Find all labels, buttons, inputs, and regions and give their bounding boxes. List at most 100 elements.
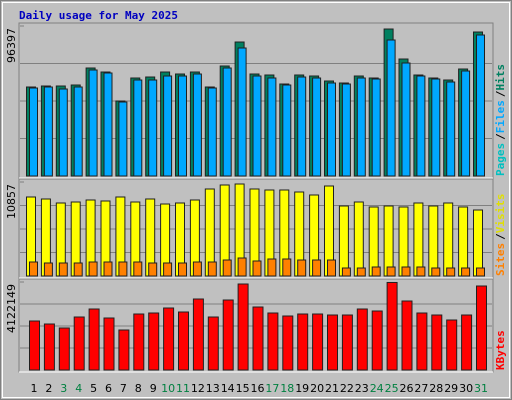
x-tick-label: 7 xyxy=(120,382,127,395)
bar xyxy=(192,73,202,177)
bar xyxy=(163,75,173,177)
bar xyxy=(282,84,292,177)
bar xyxy=(327,314,338,371)
x-tick-label: 28 xyxy=(429,382,443,395)
x-tick-label: 25 xyxy=(385,382,399,395)
x-tick-label: 11 xyxy=(176,382,190,395)
legend: Sites /Visits xyxy=(494,194,507,277)
bar xyxy=(416,312,428,371)
bar xyxy=(267,258,277,277)
bar xyxy=(416,266,426,277)
bar xyxy=(73,86,83,177)
bar xyxy=(88,69,98,177)
bar xyxy=(163,262,173,277)
legend-entry: Sites xyxy=(494,243,507,276)
x-tick-label: 8 xyxy=(135,382,142,395)
x-tick-label: 19 xyxy=(295,382,309,395)
bar xyxy=(368,206,379,277)
bar xyxy=(446,267,456,277)
bar xyxy=(413,202,424,277)
bar xyxy=(29,320,40,371)
bar xyxy=(237,47,247,177)
x-tick-label: 15 xyxy=(236,382,250,395)
bar xyxy=(356,77,366,177)
x-tick-label: 26 xyxy=(400,382,414,395)
bar xyxy=(178,311,189,371)
bar xyxy=(312,259,322,277)
legend-separator: / xyxy=(494,90,507,97)
x-tick-label: 18 xyxy=(280,382,294,395)
bar xyxy=(118,329,130,371)
legend-entry: KBytes xyxy=(494,330,507,370)
bar xyxy=(476,267,485,277)
bar xyxy=(73,262,83,277)
bar xyxy=(386,39,396,177)
x-tick-label: 12 xyxy=(191,382,205,395)
bar xyxy=(133,261,143,277)
x-tick-label: 27 xyxy=(414,382,428,395)
bar xyxy=(428,205,439,277)
bar xyxy=(297,313,309,371)
bar xyxy=(458,206,469,277)
bar xyxy=(341,314,353,371)
bar xyxy=(103,317,115,371)
bar xyxy=(222,67,232,177)
x-tick-label: 29 xyxy=(444,382,458,395)
bar xyxy=(327,82,336,177)
bar xyxy=(103,72,113,177)
bar xyxy=(252,260,262,277)
chart-title: Daily usage for May 2025 xyxy=(19,9,178,22)
bar xyxy=(43,323,55,371)
bar xyxy=(476,285,487,371)
bar xyxy=(383,205,394,277)
bar xyxy=(58,327,70,371)
bar xyxy=(43,262,53,277)
bar xyxy=(461,70,471,177)
bar xyxy=(443,202,454,277)
x-tick-label: 5 xyxy=(90,382,97,395)
x-tick-label: 23 xyxy=(355,382,369,395)
y-tick-label: 96397 xyxy=(5,28,18,63)
bar xyxy=(207,87,217,177)
bar xyxy=(192,298,204,371)
bar xyxy=(178,75,187,177)
bar xyxy=(398,206,409,277)
bar xyxy=(312,313,324,371)
bar xyxy=(163,307,175,371)
x-tick-label: 17 xyxy=(265,382,279,395)
bar xyxy=(312,77,322,177)
x-tick-label: 3 xyxy=(60,382,67,395)
bar xyxy=(73,316,85,371)
x-tick-label: 24 xyxy=(370,382,384,395)
x-tick-label: 31 xyxy=(474,382,488,395)
bar xyxy=(461,314,473,371)
bar xyxy=(58,88,68,177)
bar xyxy=(192,261,202,277)
legend-entry: Files xyxy=(494,100,507,133)
bar xyxy=(327,259,336,277)
x-tick-label: 13 xyxy=(206,382,220,395)
bar xyxy=(133,313,145,371)
bar xyxy=(282,315,294,371)
bar xyxy=(297,259,307,277)
bar xyxy=(461,267,471,277)
bar xyxy=(338,205,349,277)
bar xyxy=(267,312,279,371)
bar xyxy=(29,87,38,177)
bar xyxy=(222,299,234,371)
x-tick-label: 9 xyxy=(150,382,157,395)
bar xyxy=(88,261,98,277)
bar xyxy=(341,267,351,277)
bar xyxy=(386,281,398,371)
bar xyxy=(207,316,219,371)
legend: KBytes xyxy=(494,330,507,370)
bar xyxy=(103,261,113,277)
bar xyxy=(356,267,366,277)
x-tick-label: 16 xyxy=(251,382,265,395)
bar xyxy=(476,34,485,177)
bar xyxy=(446,81,456,177)
bar xyxy=(237,257,247,277)
x-tick-label: 20 xyxy=(310,382,324,395)
